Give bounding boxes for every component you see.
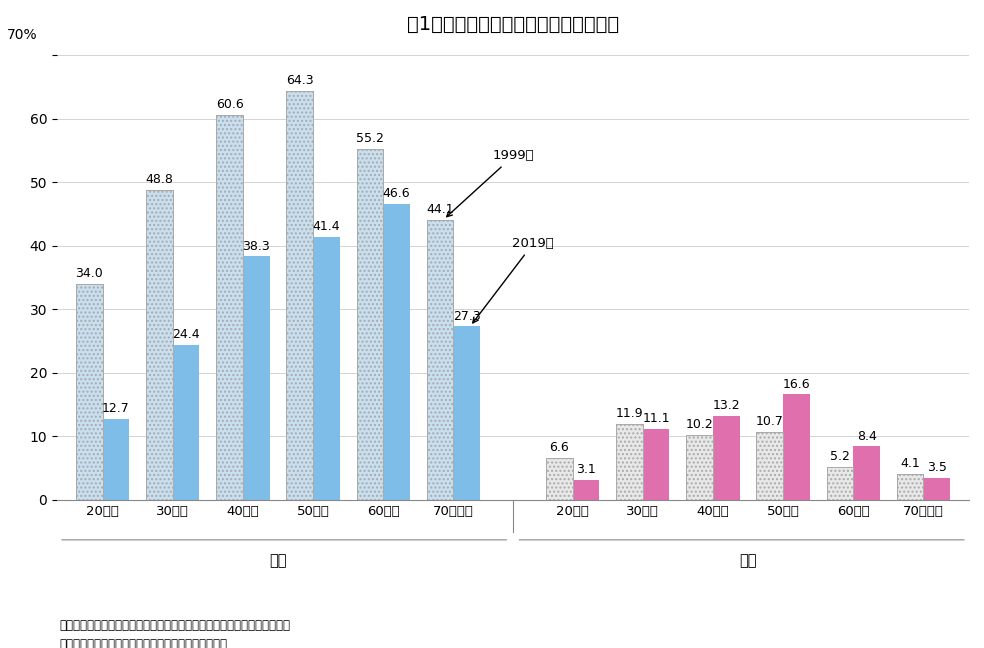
Text: 34.0: 34.0 (76, 267, 103, 280)
Text: 10.7: 10.7 (756, 415, 783, 428)
Bar (356, 149, 383, 500)
Text: 3.5: 3.5 (927, 461, 947, 474)
Text: 46.6: 46.6 (383, 187, 410, 200)
Bar (827, 467, 853, 500)
Bar (243, 257, 270, 500)
Bar (546, 458, 573, 500)
Text: 6.6: 6.6 (549, 441, 569, 454)
Text: 38.3: 38.3 (242, 240, 270, 253)
Text: 3.1: 3.1 (576, 463, 595, 476)
Text: 男性: 男性 (270, 553, 286, 568)
Text: 27.3: 27.3 (453, 310, 480, 323)
Bar (383, 203, 410, 500)
Bar (827, 467, 853, 500)
Text: 2019年: 2019年 (472, 237, 554, 323)
Text: 10.2: 10.2 (686, 418, 713, 431)
Text: 24.4: 24.4 (172, 328, 200, 341)
Bar (216, 115, 243, 500)
Text: 8.4: 8.4 (857, 430, 877, 443)
Text: 55.2: 55.2 (356, 132, 384, 145)
Bar (686, 435, 713, 500)
Bar (76, 284, 102, 500)
Bar (216, 115, 243, 500)
Bar (643, 429, 669, 500)
Bar (146, 190, 173, 500)
Bar (102, 419, 129, 500)
Text: 女性: 女性 (739, 553, 757, 568)
Bar (427, 220, 454, 500)
Text: 13.2: 13.2 (712, 399, 740, 412)
Bar (686, 435, 713, 500)
Bar (573, 480, 599, 500)
Bar (286, 91, 313, 500)
Bar (454, 327, 480, 500)
Text: 16.6: 16.6 (782, 378, 810, 391)
Bar (713, 416, 740, 500)
Bar (173, 345, 200, 500)
Bar (783, 395, 810, 500)
Text: 1999年: 1999年 (447, 150, 534, 216)
Text: 12.7: 12.7 (102, 402, 130, 415)
Text: （資料）厄生労働省「国民健康・栄養調査」より作成: （資料）厄生労働省「国民健康・栄養調査」より作成 (59, 638, 227, 648)
Bar (616, 424, 643, 500)
Bar (146, 190, 173, 500)
Text: 44.1: 44.1 (426, 203, 454, 216)
Bar (286, 91, 313, 500)
Bar (757, 432, 783, 500)
Text: 5.2: 5.2 (830, 450, 850, 463)
Bar (923, 478, 951, 500)
Text: 64.3: 64.3 (286, 75, 314, 87)
Bar (356, 149, 383, 500)
Bar (76, 284, 102, 500)
Bar (896, 474, 923, 500)
Bar (546, 458, 573, 500)
Text: （注）飲酒習慣率は週３日以上、飲酒日１日当たり１合以上飲む者の割合: （注）飲酒習慣率は週３日以上、飲酒日１日当たり１合以上飲む者の割合 (59, 619, 290, 632)
Title: 図1　性年代別に見た飲酒習慣率の変化: 図1 性年代別に見た飲酒習慣率の変化 (407, 15, 619, 34)
Bar (616, 424, 643, 500)
Text: 70%: 70% (7, 28, 37, 41)
Bar (853, 446, 880, 500)
Text: 48.8: 48.8 (146, 173, 173, 186)
Bar (427, 220, 454, 500)
Bar (757, 432, 783, 500)
Text: 11.1: 11.1 (643, 413, 670, 426)
Text: 60.6: 60.6 (215, 98, 243, 111)
Bar (313, 237, 339, 500)
Text: 11.9: 11.9 (616, 408, 644, 421)
Bar (896, 474, 923, 500)
Text: 41.4: 41.4 (313, 220, 340, 233)
Text: 4.1: 4.1 (900, 457, 920, 470)
